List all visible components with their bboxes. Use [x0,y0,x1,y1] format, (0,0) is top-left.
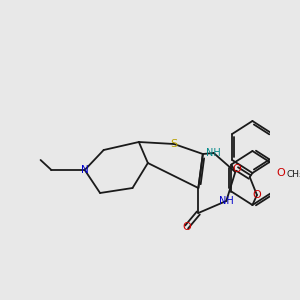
Text: N: N [81,165,88,175]
Text: O: O [182,222,191,232]
Text: O: O [276,167,285,178]
Text: NH: NH [219,196,234,206]
Text: NH: NH [206,148,221,158]
Text: O: O [233,164,242,174]
Text: O: O [253,190,261,200]
Text: S: S [170,139,178,149]
Text: CH₃: CH₃ [287,170,300,179]
